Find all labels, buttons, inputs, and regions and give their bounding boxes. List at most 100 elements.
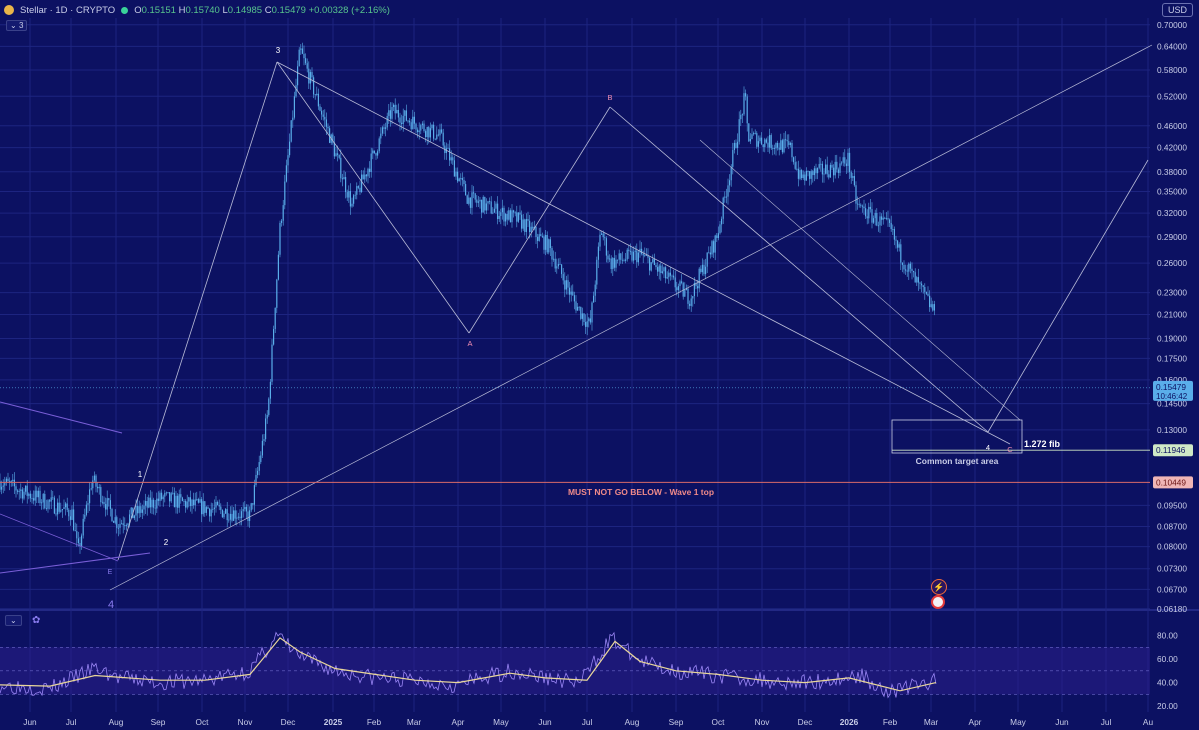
candle [370, 153, 372, 172]
currency-button[interactable]: USD [1161, 3, 1193, 17]
candle [852, 176, 854, 178]
time-tick-label: Dec [798, 717, 813, 727]
candle [612, 257, 614, 270]
candle [834, 161, 836, 176]
rsi-tick-label: 40.00 [1157, 678, 1178, 688]
price-tick-label: 0.29000 [1157, 232, 1187, 242]
candle [324, 116, 326, 120]
candle [137, 506, 139, 514]
candle [10, 481, 12, 483]
us-event-flag-icon[interactable] [931, 595, 945, 609]
candle [775, 143, 777, 149]
candle [439, 129, 441, 136]
candle [903, 264, 905, 270]
candle [381, 127, 383, 134]
candle [559, 264, 561, 265]
candle [225, 509, 227, 514]
candle [637, 252, 639, 263]
candle [375, 153, 377, 156]
time-axis[interactable]: Jun Jul Aug Sep Oct Nov Dec 2025 Feb Mar Apr May Jun… [23, 717, 1153, 727]
candle [383, 127, 385, 129]
candle [749, 138, 751, 142]
wave-line [117, 61, 278, 561]
candle [167, 492, 169, 493]
rsi-axis[interactable]: 80.00 60.00 40.00 20.00 [1157, 631, 1178, 712]
candle [119, 523, 121, 528]
candle [717, 233, 719, 238]
candle [28, 493, 30, 496]
candle [321, 110, 323, 115]
time-tick-label: Dec [281, 717, 296, 727]
rsi-collapse-button[interactable]: ⌄ [5, 615, 22, 626]
target-annotation: Common target area [916, 456, 999, 466]
fib-annotation: 1.272 fib [1024, 439, 1061, 449]
candle [602, 233, 604, 238]
candle [644, 255, 646, 256]
candle [557, 264, 559, 267]
candle [884, 217, 886, 219]
candle [135, 506, 137, 516]
candle [407, 120, 409, 122]
high-value: 0.15740 [185, 4, 220, 16]
candle [629, 250, 631, 252]
candle [684, 290, 686, 297]
wave-line [987, 159, 1149, 433]
candle [725, 196, 727, 198]
long-trend-line [109, 44, 1153, 591]
candle [770, 135, 772, 149]
candle [449, 148, 451, 161]
candle [293, 96, 295, 118]
candle [757, 141, 759, 147]
candle [932, 304, 934, 311]
candle [693, 282, 695, 297]
candle [621, 259, 623, 261]
purple-trend-line [0, 401, 123, 434]
candle [916, 277, 918, 283]
candle [4, 482, 6, 486]
hot-event-icon[interactable]: ⚡ [931, 579, 947, 595]
candle [514, 212, 516, 214]
candle [60, 510, 62, 512]
rsi-tick-label: 60.00 [1157, 654, 1178, 664]
candle [17, 490, 19, 492]
time-tick-label: Nov [238, 717, 254, 727]
candle [348, 191, 350, 198]
candle [183, 500, 185, 502]
candle [217, 501, 219, 505]
candle [529, 220, 531, 233]
candle [292, 117, 294, 121]
candle [586, 321, 588, 327]
rsi-settings-icon[interactable]: ✿ [32, 615, 41, 626]
candle [687, 288, 689, 304]
candle [74, 530, 76, 532]
candle [767, 142, 769, 148]
candle [695, 282, 697, 287]
candle [369, 168, 371, 172]
alert-annotation: MUST NOT GO BELOW - Wave 1 top [568, 487, 714, 497]
rsi-ma-line [0, 637, 937, 692]
symbol-title[interactable]: Stellar · 1D · CRYPTO [20, 4, 116, 16]
symbol-header[interactable]: Stellar · 1D · CRYPTO O0.15151 H0.15740 … [4, 3, 390, 17]
candle [1, 486, 3, 490]
wave-label-4-big: 4 [108, 599, 114, 611]
candle [655, 265, 657, 268]
candle [492, 212, 494, 214]
candle [353, 195, 355, 204]
candle [818, 164, 820, 168]
candle [273, 329, 275, 345]
price-axis[interactable]: 0.70000 0.64000 0.58000 0.52000 0.46000 0.420… [1153, 20, 1193, 614]
candle [521, 214, 523, 229]
candle [55, 513, 57, 515]
candle [316, 93, 318, 96]
candle [205, 507, 207, 513]
candle [650, 262, 652, 271]
indicators-toggle-button[interactable]: ⌄ 3 [6, 20, 28, 31]
candle [865, 208, 867, 217]
candle [761, 137, 763, 145]
candle [575, 301, 577, 311]
candle [249, 510, 251, 522]
candle [114, 517, 116, 523]
candle [857, 203, 859, 205]
candle [97, 486, 99, 489]
